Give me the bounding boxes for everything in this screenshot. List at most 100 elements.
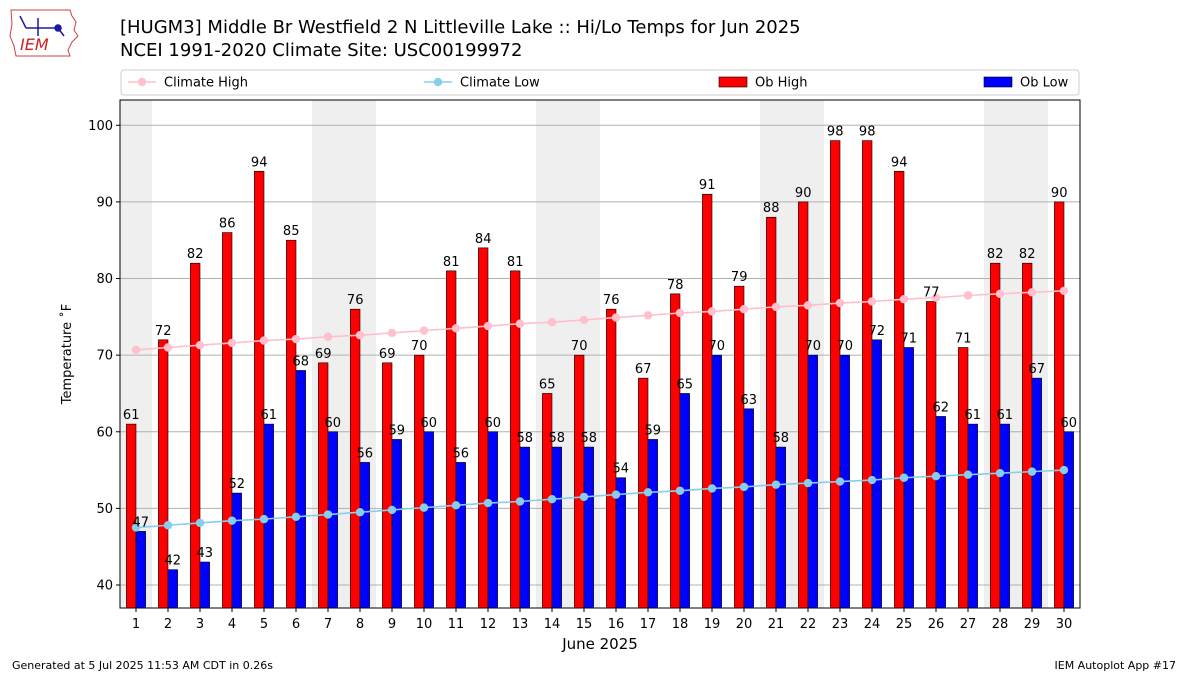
ob-low-label: 59 bbox=[645, 423, 662, 438]
ob-high-bar bbox=[1022, 262, 1033, 609]
climate-low-point bbox=[611, 490, 621, 499]
ob-high-label: 81 bbox=[443, 255, 460, 270]
ob-low-label: 58 bbox=[773, 431, 790, 446]
legend-label: Ob High bbox=[755, 76, 808, 91]
climate-low-point bbox=[835, 477, 845, 486]
climate-low-point bbox=[451, 501, 461, 510]
ob-high-label: 94 bbox=[891, 155, 908, 170]
app-note: IEM Autoplot App #17 bbox=[1054, 659, 1177, 672]
x-tick-label: 27 bbox=[960, 617, 977, 632]
ob-low-bar bbox=[871, 339, 882, 609]
ob-high-label: 84 bbox=[475, 232, 492, 247]
ob-low-bar bbox=[743, 408, 754, 609]
y-axis-label: Temperature ˚F bbox=[59, 304, 75, 405]
ob-low-label: 54 bbox=[613, 462, 630, 477]
climate-high-point bbox=[707, 307, 717, 316]
ob-low-bar bbox=[551, 446, 562, 609]
x-tick-label: 5 bbox=[260, 617, 268, 632]
ob-high-label: 71 bbox=[955, 331, 972, 346]
climate-high-point bbox=[323, 332, 333, 341]
ob-high-label: 65 bbox=[539, 377, 556, 392]
climate-low-point bbox=[1027, 467, 1037, 476]
climate-high-point bbox=[227, 338, 237, 348]
climate-low-point bbox=[227, 516, 237, 525]
climate-high-point bbox=[515, 319, 525, 328]
ob-low-label: 63 bbox=[741, 393, 758, 408]
climate-low-point bbox=[899, 473, 909, 482]
climate-low-point bbox=[995, 468, 1005, 478]
climate-high-point bbox=[579, 315, 589, 325]
ob-high-bar bbox=[286, 239, 297, 609]
y-tick-label: 100 bbox=[88, 119, 113, 134]
ob-high-bar bbox=[574, 354, 585, 609]
ob-low-bar bbox=[519, 446, 530, 609]
ob-high-label: 76 bbox=[347, 293, 364, 308]
y-tick-label: 60 bbox=[96, 425, 113, 440]
ob-low-bar bbox=[327, 431, 338, 609]
ob-low-bar bbox=[167, 569, 178, 609]
climate-low-point bbox=[291, 512, 301, 522]
x-tick-label: 21 bbox=[768, 617, 785, 632]
climate-high-point bbox=[451, 324, 461, 333]
ob-low-label: 72 bbox=[869, 324, 886, 339]
ob-low-bar bbox=[1031, 377, 1042, 609]
x-tick-label: 18 bbox=[672, 617, 689, 632]
x-tick-label: 20 bbox=[736, 617, 753, 632]
ob-high-label: 98 bbox=[859, 125, 876, 140]
ob-high-label: 69 bbox=[379, 347, 396, 362]
ob-high-label: 67 bbox=[635, 362, 652, 377]
climate-high-point bbox=[355, 331, 365, 340]
legend: Climate High Climate Low Ob High Ob Low bbox=[120, 69, 1080, 96]
x-tick-label: 17 bbox=[640, 617, 657, 632]
climate-high-point bbox=[163, 343, 173, 352]
x-tick-label: 3 bbox=[196, 617, 204, 632]
x-tick-label: 25 bbox=[896, 617, 913, 632]
ob-high-label: 91 bbox=[699, 178, 716, 193]
climate-low-point bbox=[195, 518, 205, 528]
logo-text: IEM bbox=[20, 35, 49, 54]
y-tick-label: 40 bbox=[96, 579, 113, 594]
ob-high-label: 90 bbox=[1051, 186, 1068, 201]
ob-high-bar bbox=[382, 362, 393, 609]
climate-high-point bbox=[611, 313, 621, 322]
gridlines bbox=[120, 124, 1080, 586]
climate-low-point bbox=[419, 503, 429, 512]
ob-high-bar bbox=[862, 140, 873, 609]
ob-low-bar bbox=[967, 423, 978, 609]
ob-high-bar bbox=[926, 301, 937, 609]
ob-high-bar bbox=[798, 201, 809, 609]
ob-low-bar bbox=[775, 446, 786, 609]
ob-high-label: 72 bbox=[155, 324, 172, 339]
ob-low-label: 58 bbox=[517, 431, 534, 446]
ob-low-bar bbox=[999, 423, 1010, 609]
y-tick-label: 80 bbox=[96, 272, 113, 287]
x-tick-label: 12 bbox=[480, 617, 497, 632]
ob-high-label: 70 bbox=[571, 339, 588, 354]
ob-high-label: 85 bbox=[283, 224, 300, 239]
ob-high-bar bbox=[830, 140, 841, 609]
ob-low-label: 70 bbox=[805, 339, 822, 354]
climate-low-point bbox=[579, 492, 589, 502]
ob-low-label: 62 bbox=[933, 400, 950, 415]
x-tick-label: 6 bbox=[292, 617, 300, 632]
climate-high-point bbox=[547, 318, 557, 327]
x-tick-label: 8 bbox=[356, 617, 364, 632]
climate-low-point bbox=[1059, 465, 1069, 475]
ob-low-label: 68 bbox=[293, 354, 310, 369]
legend-label: Ob Low bbox=[1020, 76, 1069, 91]
climate-low-point bbox=[515, 497, 525, 506]
ob-low-bar bbox=[935, 416, 946, 609]
climate-low-point bbox=[707, 484, 717, 493]
ob-high-label: 88 bbox=[763, 201, 780, 216]
legend-label: Climate High bbox=[164, 76, 248, 91]
ob-low-label: 52 bbox=[229, 477, 246, 492]
plot-frame bbox=[119, 99, 1081, 609]
x-tick-label: 2 bbox=[164, 617, 172, 632]
climate-high-point bbox=[771, 302, 781, 312]
ob-high-label: 81 bbox=[507, 255, 524, 270]
ob-low-label: 61 bbox=[965, 408, 982, 423]
ob-high-bar bbox=[894, 170, 905, 609]
climate-high-point bbox=[867, 297, 877, 306]
